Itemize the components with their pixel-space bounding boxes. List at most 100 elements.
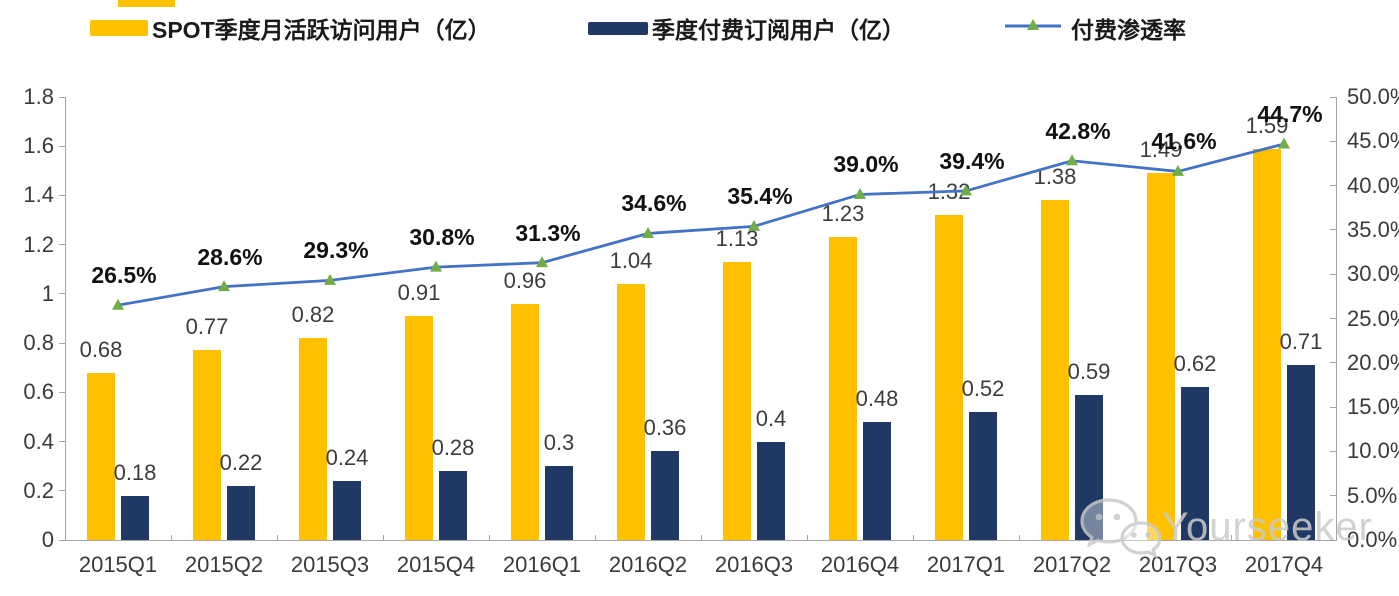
left-axis-tick <box>59 244 65 246</box>
penetration-label: 26.5% <box>91 262 157 289</box>
bar-label-subscribers: 0.36 <box>643 415 687 441</box>
bar-subscribers <box>863 421 891 540</box>
right-axis-tick <box>1330 273 1336 275</box>
right-axis-tick <box>1330 406 1336 408</box>
x-axis-tick <box>913 535 914 540</box>
bar-label-subscribers: 0.18 <box>113 459 157 485</box>
right-axis-tick-label: 10.0% <box>1347 438 1399 464</box>
bar-mau <box>405 316 433 540</box>
penetration-label: 39.4% <box>939 147 1005 174</box>
bar-label-subscribers: 0.24 <box>325 444 369 470</box>
bar-label-mau: 1.32 <box>927 179 971 205</box>
right-axis-tick-label: 30.0% <box>1347 261 1399 287</box>
left-axis-tick <box>59 342 65 344</box>
bar-label-subscribers: 0.52 <box>961 376 1005 402</box>
left-axis-tick <box>59 145 65 147</box>
right-axis-tick-label: 0.0% <box>1347 527 1398 552</box>
right-axis-tick-label: 20.0% <box>1347 349 1399 375</box>
left-axis-tick <box>59 293 65 295</box>
bar-label-subscribers: 0.59 <box>1067 358 1111 384</box>
line-marker-triangle <box>1278 137 1290 149</box>
right-axis-line <box>1336 97 1337 540</box>
bar-label-subscribers: 0.3 <box>543 430 575 456</box>
left-axis-tick-label: 0.6 <box>23 379 54 405</box>
bar-label-mau: 0.82 <box>291 302 335 328</box>
bar-mau <box>87 372 115 540</box>
legend-swatch-navy <box>588 21 648 35</box>
bar-label-mau: 1.59 <box>1245 112 1289 138</box>
bar-mau <box>193 350 221 540</box>
right-axis-tick-label: 25.0% <box>1347 305 1399 331</box>
right-axis-tick-label: 35.0% <box>1347 216 1399 242</box>
bar-subscribers <box>757 441 785 540</box>
penetration-label: 35.4% <box>727 183 793 210</box>
left-axis-tick <box>59 441 65 443</box>
bar-subscribers <box>969 412 997 540</box>
penetration-label: 31.3% <box>515 219 581 246</box>
line-marker-triangle <box>430 260 442 272</box>
right-axis-tick-label: 15.0% <box>1347 394 1399 420</box>
legend-item-subscribers: 季度付费订阅用户（亿） <box>588 12 905 44</box>
cropped-swatch-artifact <box>118 0 175 7</box>
penetration-label: 41.6% <box>1151 128 1217 155</box>
x-axis-label: 2017Q3 <box>1138 552 1218 577</box>
x-axis-tick <box>595 535 596 540</box>
right-axis-tick <box>1330 229 1336 231</box>
x-axis-label: 2016Q3 <box>714 552 794 577</box>
left-axis-tick-label: 0.2 <box>23 477 54 503</box>
penetration-label: 34.6% <box>621 190 687 217</box>
left-axis-tick-label: 1.8 <box>23 84 54 109</box>
right-axis-tick <box>1330 96 1336 98</box>
line-marker-triangle <box>854 187 866 199</box>
legend-swatch-yellow <box>90 20 148 36</box>
bar-mau <box>935 215 963 540</box>
right-axis-tick <box>1330 140 1336 142</box>
bar-mau <box>723 261 751 540</box>
x-axis-label: 2015Q1 <box>78 552 158 577</box>
x-axis-tick <box>701 535 702 540</box>
bar-subscribers <box>651 451 679 540</box>
left-axis-tick <box>59 391 65 393</box>
right-axis-tick-label: 40.0% <box>1347 172 1399 198</box>
x-axis-label: 2016Q1 <box>502 552 582 577</box>
watermark-text: Yourseeker <box>1162 504 1373 549</box>
line-marker-triangle <box>112 298 124 310</box>
bar-subscribers <box>545 466 573 540</box>
bar-subscribers <box>333 480 361 540</box>
x-axis-label: 2017Q4 <box>1244 552 1324 577</box>
bar-label-mau: 1.38 <box>1033 164 1077 190</box>
bar-label-subscribers: 0.62 <box>1173 351 1217 377</box>
bar-label-mau: 1.13 <box>715 225 759 251</box>
bar-label-subscribers: 0.22 <box>219 449 263 475</box>
x-axis-label: 2016Q2 <box>608 552 688 577</box>
bar-subscribers <box>121 495 149 540</box>
legend-label-subscribers: 季度付费订阅用户（亿） <box>652 17 905 43</box>
penetration-label: 28.6% <box>197 243 263 270</box>
x-axis-label: 2017Q2 <box>1032 552 1112 577</box>
legend-label-mau: SPOT季度月活跃访问用户（亿） <box>152 17 491 43</box>
left-axis-line <box>65 97 66 540</box>
right-axis-tick <box>1330 362 1336 364</box>
right-axis-tick-label: 50.0% <box>1347 84 1399 109</box>
bar-mau <box>617 284 645 540</box>
bar-mau <box>1253 148 1281 540</box>
bar-label-mau: 0.96 <box>503 267 547 293</box>
penetration-label: 44.7% <box>1257 100 1323 127</box>
bar-label-subscribers: 0.71 <box>1279 329 1323 355</box>
left-axis-tick-label: 1.2 <box>23 231 54 257</box>
wechat-icon <box>1080 498 1162 558</box>
left-axis-tick-label: 1.6 <box>23 133 54 159</box>
watermark: Yourseeker <box>1078 496 1373 558</box>
bar-mau <box>1041 200 1069 540</box>
bar-mau <box>299 338 327 540</box>
right-axis-tick <box>1330 495 1336 497</box>
legend-item-penetration: 付费渗透率 <box>1005 12 1186 44</box>
bar-subscribers <box>1287 365 1315 540</box>
bar-label-mau: 0.68 <box>79 336 123 362</box>
left-axis-tick-label: 0 <box>41 527 54 552</box>
left-axis-tick-label: 0.8 <box>23 330 54 356</box>
x-axis-label: 2015Q4 <box>396 552 476 577</box>
right-axis-tick <box>1330 539 1336 541</box>
x-axis-tick <box>489 535 490 540</box>
